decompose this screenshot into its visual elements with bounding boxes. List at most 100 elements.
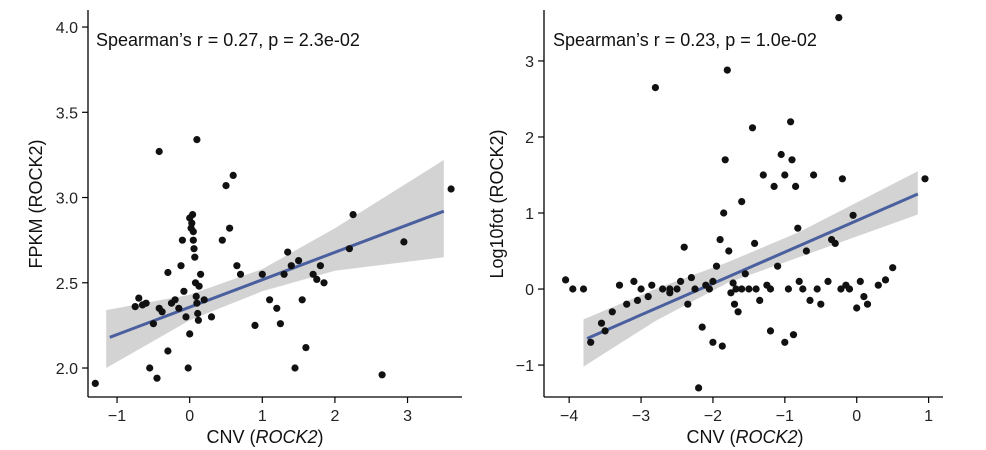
data-point <box>164 268 172 277</box>
data-points <box>562 14 929 392</box>
data-point <box>787 118 795 126</box>
data-point <box>229 171 237 179</box>
data-point <box>320 279 328 287</box>
data-point <box>677 277 685 285</box>
data-point <box>284 248 292 256</box>
y-tick-label: 1 <box>525 206 534 223</box>
data-point <box>921 175 929 183</box>
x-axis-title-gene: ROCK2 <box>735 427 797 447</box>
data-point <box>207 313 216 321</box>
data-point <box>630 277 638 285</box>
data-point <box>597 319 606 327</box>
data-point <box>180 287 188 295</box>
data-point <box>164 347 172 355</box>
data-point <box>813 285 821 293</box>
data-point <box>835 14 843 22</box>
confidence-band <box>106 160 444 368</box>
data-point <box>738 285 746 293</box>
data-point <box>691 285 699 293</box>
x-axis-title: CNV (ROCK2) <box>206 427 323 447</box>
data-point <box>569 285 577 293</box>
axes: −4 −3 −2 −1 0 1 −1 0 1 2 3 <box>516 10 943 425</box>
data-point <box>709 277 717 285</box>
x-tick-label: 1 <box>924 408 933 425</box>
data-point <box>400 238 408 246</box>
x-tick-label: −1 <box>776 408 794 425</box>
x-tick-label: 1 <box>258 408 267 425</box>
y-tick-label: 3.0 <box>56 191 78 208</box>
data-point <box>849 211 857 219</box>
x-axis-title-suffix: ) <box>798 427 804 447</box>
data-point <box>781 171 789 179</box>
data-point <box>171 296 179 304</box>
data-point <box>695 384 703 392</box>
data-point <box>853 304 861 312</box>
y-tick-label: −1 <box>516 358 534 375</box>
data-point <box>251 321 259 329</box>
x-tick-label: −3 <box>632 408 650 425</box>
data-point <box>226 224 234 232</box>
data-point <box>673 285 681 293</box>
data-point <box>287 262 295 270</box>
data-point <box>756 296 764 304</box>
data-point <box>193 136 201 144</box>
data-point <box>680 243 688 251</box>
regression-line <box>109 209 445 339</box>
data-point <box>727 289 735 297</box>
data-point <box>837 285 845 293</box>
data-point <box>189 228 197 236</box>
x-tick-label: −2 <box>704 408 722 425</box>
data-point <box>792 182 800 190</box>
data-point <box>195 282 203 290</box>
data-point <box>795 277 803 285</box>
data-point <box>295 257 303 265</box>
data-point <box>276 320 284 328</box>
data-point <box>748 124 757 132</box>
data-point <box>734 308 742 316</box>
y-tick-label: 3.5 <box>56 105 78 122</box>
data-point <box>194 309 202 318</box>
data-point <box>738 198 746 206</box>
data-point <box>158 308 166 316</box>
data-point <box>817 300 825 308</box>
data-point <box>623 300 631 308</box>
data-point <box>777 150 785 159</box>
data-point <box>881 276 890 284</box>
data-point <box>784 285 793 293</box>
x-tick-label: −4 <box>560 408 578 425</box>
spearman-annotation: Spearman’s r = 0.27, p = 2.3e-02 <box>96 30 360 50</box>
data-point <box>378 371 386 379</box>
data-point <box>806 296 814 304</box>
data-point <box>687 274 696 282</box>
x-axis-title-suffix: ) <box>318 427 324 447</box>
data-point <box>789 331 798 339</box>
data-point <box>732 285 740 293</box>
data-point <box>745 285 753 293</box>
y-tick-label: 4.0 <box>56 20 78 37</box>
data-point <box>684 300 692 308</box>
data-point <box>709 338 717 346</box>
data-point <box>309 270 317 278</box>
confidence-band <box>583 171 918 367</box>
data-point <box>291 364 299 372</box>
y-tick-label: 2 <box>525 130 534 147</box>
x-axis-title-prefix: CNV ( <box>686 427 735 447</box>
data-point <box>191 253 199 261</box>
data-point <box>194 316 202 324</box>
data-point <box>236 270 245 278</box>
data-point <box>197 270 205 278</box>
data-point <box>720 209 728 217</box>
data-point <box>562 276 570 284</box>
data-point <box>794 224 802 232</box>
data-point <box>770 182 778 190</box>
data-point <box>146 364 154 372</box>
regression-line-path <box>586 192 919 340</box>
data-point <box>716 236 724 244</box>
data-point <box>637 285 645 293</box>
data-point <box>153 374 161 382</box>
data-point <box>712 262 721 270</box>
data-point <box>345 245 353 253</box>
y-axis-title: FPKM (ROCK2) <box>26 139 46 268</box>
data-point <box>741 270 749 278</box>
